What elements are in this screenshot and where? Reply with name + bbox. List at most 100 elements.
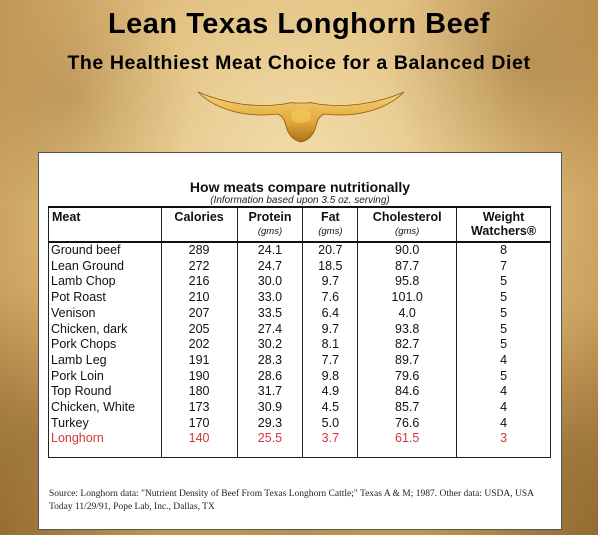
table-title: How meats compare nutritionally xyxy=(189,179,411,195)
value-cell: 4 xyxy=(456,384,551,401)
value-cell: 140 xyxy=(160,431,238,448)
page-title: Lean Texas Longhorn Beef xyxy=(107,8,491,40)
nutrition-table: Meat Calories Protein (gms) Fat (gms) Ch… xyxy=(48,206,551,459)
protein-unit: (gms) xyxy=(257,226,283,237)
table-row: Chicken, dark 205 27.4 9.7 93.8 5 xyxy=(48,321,551,338)
value-cell: 7.6 xyxy=(302,290,359,306)
table-row: Longhorn 140 25.5 3.7 61.5 3 xyxy=(48,431,551,448)
value-cell: 4.5 xyxy=(302,400,359,416)
value-cell: 5 xyxy=(456,305,551,322)
value-cell: 20.7 xyxy=(302,242,359,259)
value-cell: 5 xyxy=(456,321,551,338)
table-body: Ground beef 289 24.1 20.7 90.0 8 Lean Ground 27… xyxy=(48,242,551,459)
value-cell: 24.7 xyxy=(236,258,304,275)
longhorn-horns-icon xyxy=(197,91,405,143)
meat-name-cell: Pork Loin xyxy=(48,368,162,385)
value-cell: 4 xyxy=(456,415,551,432)
table-note: (Information based upon 3.5 oz. serving) xyxy=(210,195,390,206)
value-cell: 5 xyxy=(456,337,551,353)
cholesterol-unit: (gms) xyxy=(395,226,420,237)
table-row: Lean Ground 272 24.7 18.5 87.7 7 xyxy=(48,258,551,275)
spacer-cell xyxy=(160,447,238,459)
column-header-fat: Fat (gms) xyxy=(302,206,359,243)
value-cell: 31.7 xyxy=(236,384,304,401)
table-row: Lamb Leg 191 28.3 7.7 89.7 4 xyxy=(48,352,551,369)
value-cell: 190 xyxy=(160,368,238,385)
value-cell: 84.6 xyxy=(357,384,458,401)
value-cell: 101.0 xyxy=(357,290,458,306)
value-cell: 27.4 xyxy=(236,321,304,338)
value-cell: 7.7 xyxy=(302,352,359,369)
value-cell: 25.5 xyxy=(236,431,304,448)
table-bottom-spacer xyxy=(48,447,551,459)
value-cell: 3 xyxy=(456,431,551,448)
value-cell: 33.0 xyxy=(236,290,304,306)
value-cell: 210 xyxy=(160,290,238,306)
value-cell: 18.5 xyxy=(302,258,359,275)
value-cell: 9.7 xyxy=(302,321,359,338)
spacer-cell xyxy=(357,447,458,459)
meat-name-cell: Lamb Chop xyxy=(48,274,162,291)
column-header-protein: Protein (gms) xyxy=(236,206,304,243)
value-cell: 85.7 xyxy=(357,400,458,416)
value-cell: 79.6 xyxy=(357,368,458,385)
value-cell: 216 xyxy=(160,274,238,291)
value-cell: 9.8 xyxy=(302,368,359,385)
column-header-cholesterol: Cholesterol (gms) xyxy=(357,206,458,243)
meat-name-cell: Chicken, White xyxy=(48,400,162,416)
spacer-cell xyxy=(48,447,162,459)
table-row: Ground beef 289 24.1 20.7 90.0 8 xyxy=(48,242,551,259)
value-cell: 4 xyxy=(456,400,551,416)
table-row: Lamb Chop 216 30.0 9.7 95.8 5 xyxy=(48,274,551,291)
table-row: Pork Loin 190 28.6 9.8 79.6 5 xyxy=(48,368,551,385)
table-row: Pot Roast 210 33.0 7.6 101.0 5 xyxy=(48,290,551,306)
table-row: Chicken, White 173 30.9 4.5 85.7 4 xyxy=(48,400,551,416)
value-cell: 76.6 xyxy=(357,415,458,432)
value-cell: 180 xyxy=(160,384,238,401)
value-cell: 61.5 xyxy=(357,431,458,448)
meat-name-cell: Longhorn xyxy=(48,431,162,448)
table-row: Venison 207 33.5 6.4 4.0 5 xyxy=(48,305,551,322)
value-cell: 95.8 xyxy=(357,274,458,291)
meat-name-cell: Lean Ground xyxy=(48,258,162,275)
meat-name-cell: Chicken, dark xyxy=(48,321,162,338)
value-cell: 82.7 xyxy=(357,337,458,353)
value-cell: 90.0 xyxy=(357,242,458,259)
meat-name-cell: Ground beef xyxy=(48,242,162,259)
table-row: Turkey 170 29.3 5.0 76.6 4 xyxy=(48,415,551,432)
meat-name-cell: Top Round xyxy=(48,384,162,401)
value-cell: 28.6 xyxy=(236,368,304,385)
value-cell: 9.7 xyxy=(302,274,359,291)
table-row: Top Round 180 31.7 4.9 84.6 4 xyxy=(48,384,551,401)
source-citation: Source: Longhorn data: "Nutrient Density… xyxy=(49,489,534,512)
column-header-calories: Calories xyxy=(160,206,238,243)
value-cell: 289 xyxy=(160,242,238,259)
nutrition-panel: How meats compare nutritionally (Informa… xyxy=(38,152,562,530)
value-cell: 5.0 xyxy=(302,415,359,432)
value-cell: 89.7 xyxy=(357,352,458,369)
value-cell: 205 xyxy=(160,321,238,338)
fat-unit: (gms) xyxy=(318,226,343,237)
meat-name-cell: Pot Roast xyxy=(48,290,162,306)
value-cell: 30.2 xyxy=(236,337,304,353)
value-cell: 3.7 xyxy=(302,431,359,448)
spacer-cell xyxy=(302,447,359,459)
value-cell: 30.9 xyxy=(236,400,304,416)
column-header-weight-watchers: Weight Watchers® xyxy=(456,206,551,243)
value-cell: 4 xyxy=(456,352,551,369)
spacer-cell xyxy=(456,447,551,459)
value-cell: 8.1 xyxy=(302,337,359,353)
value-cell: 4.0 xyxy=(357,305,458,322)
value-cell: 28.3 xyxy=(236,352,304,369)
table-row: Pork Chops 202 30.2 8.1 82.7 5 xyxy=(48,337,551,353)
value-cell: 93.8 xyxy=(357,321,458,338)
value-cell: 173 xyxy=(160,400,238,416)
value-cell: 8 xyxy=(456,242,551,259)
meat-name-cell: Turkey xyxy=(48,415,162,432)
column-header-meat: Meat xyxy=(48,206,162,243)
value-cell: 272 xyxy=(160,258,238,275)
value-cell: 33.5 xyxy=(236,305,304,322)
value-cell: 5 xyxy=(456,290,551,306)
value-cell: 202 xyxy=(160,337,238,353)
